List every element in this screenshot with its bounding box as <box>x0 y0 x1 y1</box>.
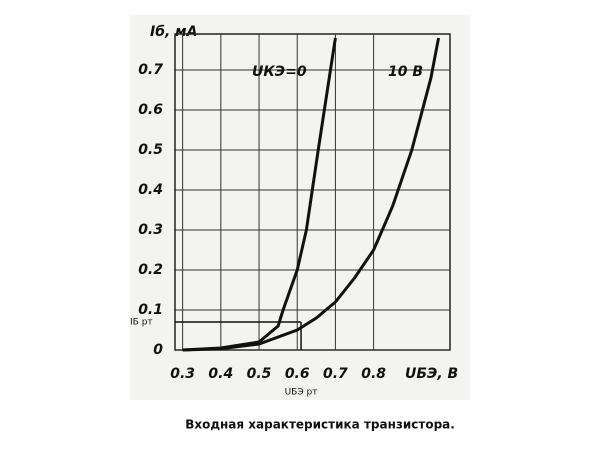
y-tick-label: 0.1 <box>138 302 163 318</box>
y-tick-label: 0.2 <box>138 262 163 278</box>
y-tick-label: 0.5 <box>138 142 163 158</box>
x-axis-label: UБЭ, В <box>405 366 458 382</box>
x-tick-label: 0.6 <box>285 366 310 382</box>
series-label: UКЭ=0 <box>252 64 307 80</box>
y-tick-label: 0.6 <box>138 102 163 118</box>
series-line <box>182 37 441 352</box>
caption: Входная характеристика транзистора. <box>185 418 455 432</box>
x-tick-label: 0.8 <box>361 366 386 382</box>
x-tick-label: 0.4 <box>208 366 233 382</box>
scan-background <box>130 15 470 400</box>
operating-x-label: UБЭ рт <box>285 388 318 398</box>
series-label: 10 В <box>388 64 423 80</box>
x-tick-label: 0.5 <box>247 366 272 382</box>
y-axis-label: Iб, мА <box>150 24 197 40</box>
x-tick-label: 0.3 <box>170 366 195 382</box>
y-tick-label: 0.3 <box>138 222 163 238</box>
y-tick-label: 0.7 <box>138 62 163 78</box>
x-tick-label: 0.7 <box>323 366 348 382</box>
y-tick-label: 0 <box>153 342 163 358</box>
operating-y-label: IБ рт <box>130 318 153 328</box>
y-tick-label: 0.4 <box>138 182 163 198</box>
